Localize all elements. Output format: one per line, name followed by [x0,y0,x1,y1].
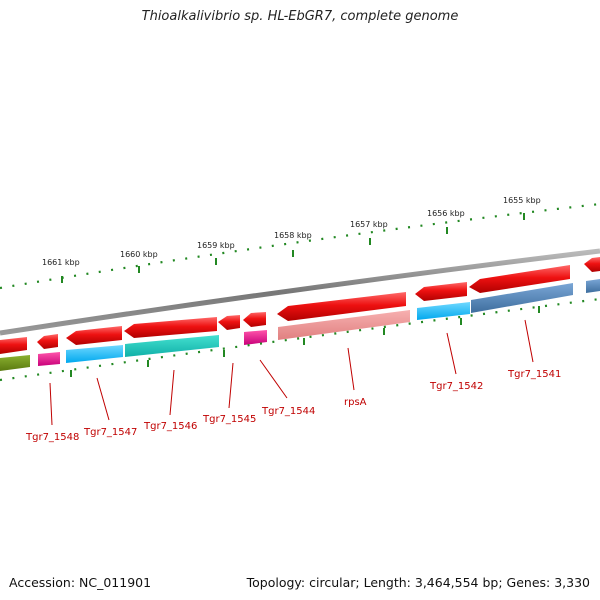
leader-line [259,359,288,399]
cds-arrow [243,312,266,327]
leader-line [49,382,53,426]
cog-band [417,302,470,320]
cds-features [0,257,600,354]
cog-band [586,279,600,293]
cog-band [244,330,267,345]
leader-line [446,332,457,375]
leader-line [96,377,110,421]
gene-label: Tgr7_1548 [25,432,79,443]
cog-bands [0,279,600,371]
cds-arrow [277,292,406,321]
cds-arrow [124,317,217,338]
kbp-label: 1658 kbp [274,231,312,240]
cds-arrow [469,265,570,293]
cds-arrow [37,334,58,349]
genome-backbone [0,248,600,336]
inner-major-ticks [70,306,540,377]
gene-label: Tgr7_1545 [202,414,256,425]
cog-band [471,283,573,313]
cds-arrow [218,315,240,330]
genome-summary-text: Topology: circular; Length: 3,464,554 bp… [246,575,590,590]
cog-band [66,345,123,363]
kbp-label: 1659 kbp [197,241,235,250]
kbp-label: 1657 kbp [350,220,388,229]
leader-line [524,319,534,363]
cds-arrow [0,337,27,354]
gene-label: Tgr7_1547 [83,427,137,438]
gene-label: Tgr7_1546 [143,421,197,432]
cog-band [0,355,30,371]
gene-label: Tgr7_1544 [261,406,315,417]
cds-arrow [66,326,122,345]
leader-line [347,347,355,391]
kbp-label: 1660 kbp [120,250,158,259]
gene-leaders [49,319,534,426]
leader-line [169,369,175,416]
kbp-label: 1655 kbp [503,196,541,205]
gene-label: Tgr7_1542 [429,381,483,392]
kbp-major-ticks [61,213,525,283]
accession-text: Accession: NC_011901 [9,575,152,590]
kbp-label: 1661 kbp [42,258,80,267]
gene-label: Tgr7_1541 [507,369,561,380]
gene-label: rpsA [344,397,367,408]
kbp-label: 1656 kbp [427,209,465,218]
cog-band [38,352,60,366]
cds-arrow [584,257,600,272]
map-title: Thioalkalivibrio sp. HL-EbGR7, complete … [141,9,459,24]
cog-band [125,335,219,357]
cds-arrow [415,282,467,301]
cog-band [278,310,410,340]
leader-line [228,362,234,409]
gene-labels: Tgr7_1548 Tgr7_1547 Tgr7_1546 Tgr7_1545 … [25,369,561,443]
kbp-labels: 1661 kbp 1660 kbp 1659 kbp 1658 kbp 1657… [42,196,541,267]
